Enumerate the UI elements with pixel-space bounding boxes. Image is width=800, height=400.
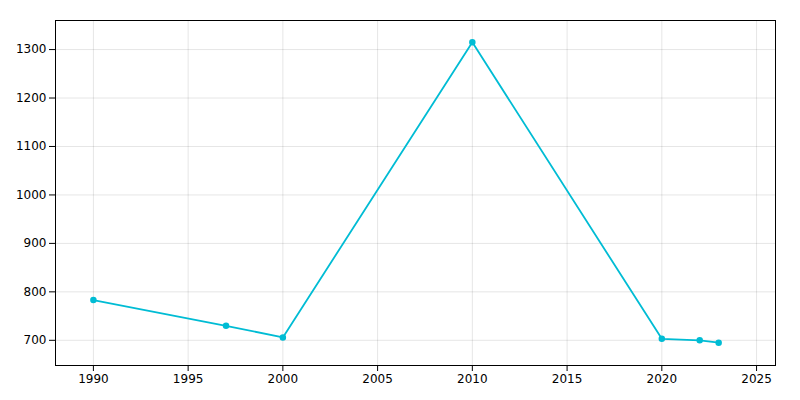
svg-text:1200: 1200 [16,91,47,105]
svg-text:1000: 1000 [16,188,47,202]
svg-text:1995: 1995 [173,372,204,386]
svg-text:2000: 2000 [268,372,299,386]
svg-text:2010: 2010 [457,372,488,386]
svg-text:1100: 1100 [16,139,47,153]
svg-text:900: 900 [24,236,47,250]
svg-text:2020: 2020 [647,372,678,386]
svg-text:2005: 2005 [362,372,393,386]
svg-text:1300: 1300 [16,42,47,56]
svg-text:2025: 2025 [741,372,772,386]
svg-text:700: 700 [24,333,47,347]
svg-text:2015: 2015 [552,372,583,386]
svg-text:1990: 1990 [78,372,109,386]
svg-text:800: 800 [24,285,47,299]
